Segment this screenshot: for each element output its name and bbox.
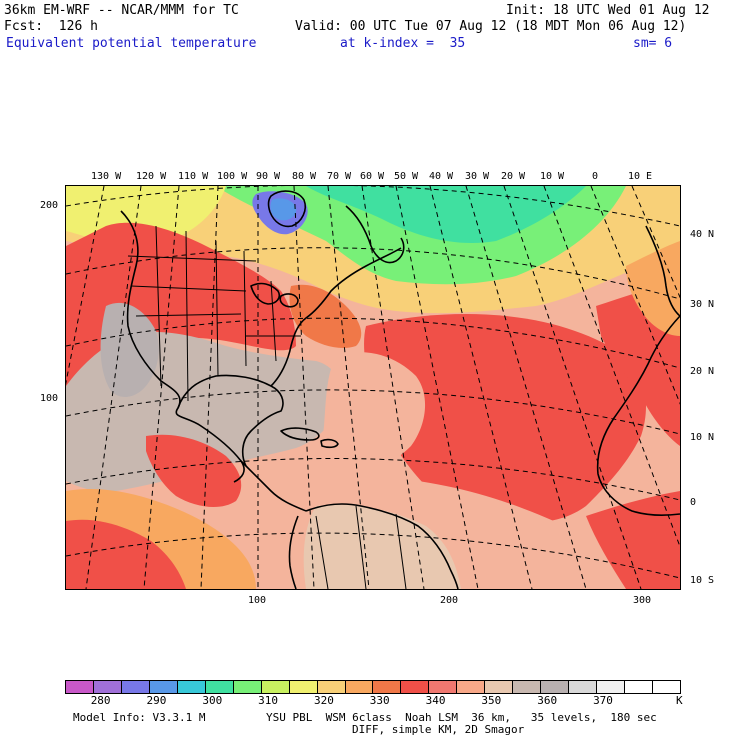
init-time: Init: 18 UTC Wed 01 Aug 12 (506, 3, 710, 18)
colorbar-swatch (205, 681, 234, 693)
colorbar-label: 300 (202, 694, 223, 707)
coastlines (120, 190, 680, 589)
field-name: Equivalent potential temperature (6, 36, 257, 51)
field-atlantic-red (364, 314, 646, 523)
colorbar-label: 320 (313, 694, 334, 707)
colorbar-label: 310 (258, 694, 279, 707)
lat-label: 0 (690, 497, 697, 508)
model-title: 36km EM-WRF -- NCAR/MMM for TC (4, 3, 239, 18)
colorbar-swatch (513, 681, 542, 693)
field-atlantic-salmon (323, 352, 426, 473)
field-south-america-grey (303, 504, 461, 589)
colorbar-label: 330 (369, 694, 390, 707)
colorbar-label: 360 (537, 694, 558, 707)
lon-label: 50 W (394, 171, 419, 182)
colorbar-swatch (457, 681, 486, 693)
lon-label: 40 W (429, 171, 454, 182)
colorbar-swatch (121, 681, 150, 693)
physics-info: YSU PBL WSM 6class Noah LSM 36 km, 35 le… (266, 711, 657, 724)
map-canvas (66, 186, 680, 589)
field-southwest-red (66, 519, 186, 589)
lon-label: 120 W (136, 171, 167, 182)
lon-label: 70 W (327, 171, 352, 182)
lon-label: 110 W (178, 171, 209, 182)
colorbar-swatch (317, 681, 346, 693)
x-grid-label: 100 (248, 595, 267, 606)
colorbar-swatch (597, 681, 626, 693)
smoothing: sm= 6 (633, 36, 673, 51)
k-index: at k-index = 35 (340, 36, 466, 51)
lon-label: 80 W (292, 171, 317, 182)
field-north-teal (306, 186, 586, 244)
colorbar-label: 280 (90, 694, 111, 707)
lat-label: 10 S (690, 575, 715, 586)
colorbar-swatch (625, 681, 654, 693)
model-info: Model Info: V3.3.1 M (73, 711, 206, 724)
political-borders (127, 225, 407, 589)
graticule-lon (66, 186, 680, 589)
colorbar-swatch (541, 681, 570, 693)
colorbar-label: 350 (481, 694, 502, 707)
lat-label: 40 N (690, 229, 715, 240)
colorbar-swatch (177, 681, 206, 693)
colorbar-swatch (233, 681, 262, 693)
field-eastern-pacific-red (146, 434, 242, 508)
graticule-lat (66, 186, 680, 579)
lat-label: 20 N (690, 366, 715, 377)
colorbar-label: 370 (593, 694, 613, 707)
colorbar-swatch (569, 681, 598, 693)
colorbar-swatch (149, 681, 178, 693)
valid-time: Valid: 00 UTC Tue 07 Aug 12 (18 MDT Mon … (295, 19, 687, 34)
lon-label: 90 W (256, 171, 281, 182)
lon-label: 30 W (465, 171, 490, 182)
diffusion-info: DIFF, simple KM, 2D Smagor (352, 723, 525, 736)
lat-label: 30 N (690, 299, 715, 310)
colorbar-swatch (401, 681, 430, 693)
lon-label: 130 W (91, 171, 122, 182)
x-grid-label: 200 (440, 595, 459, 606)
y-grid-label: 200 (40, 200, 59, 211)
colorbar-label: 290 (146, 694, 167, 707)
lon-label: 10 W (540, 171, 565, 182)
forecast-hour: Fcst: 126 h (4, 19, 98, 34)
colorbar-swatch (93, 681, 122, 693)
colorbar-label: 340 (425, 694, 446, 707)
colorbar-swatch (373, 681, 402, 693)
colorbar-swatch (289, 681, 318, 693)
colorbar (65, 680, 681, 694)
x-grid-label: 300 (633, 595, 652, 606)
field-us-warm (66, 222, 296, 466)
lon-label: 100 W (217, 171, 248, 182)
colorbar-unit: K (676, 694, 683, 707)
lat-label: 10 N (690, 432, 715, 443)
lon-label: 20 W (501, 171, 526, 182)
theta-e-map (65, 185, 681, 590)
colorbar-swatch (653, 681, 680, 693)
lon-label: 60 W (360, 171, 385, 182)
field-cold-pool-inner (270, 198, 297, 221)
colorbar-swatch (261, 681, 290, 693)
lon-label: 10 E (628, 171, 653, 182)
lon-label: 0 (592, 171, 599, 182)
colorbar-swatch (429, 681, 458, 693)
colorbar-swatch (66, 681, 94, 693)
colorbar-swatch (485, 681, 514, 693)
colorbar-swatch (345, 681, 374, 693)
y-grid-label: 100 (40, 393, 59, 404)
